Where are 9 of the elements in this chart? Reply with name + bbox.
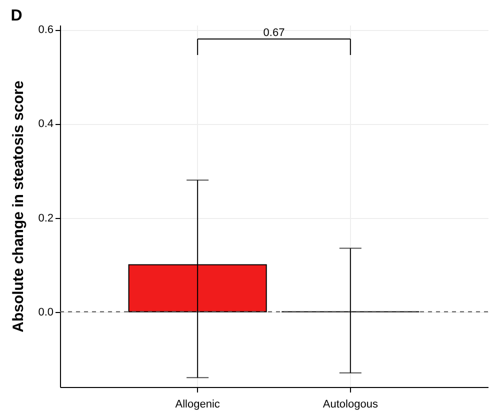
x-tick-label: Autologous xyxy=(322,398,378,410)
annotation: 0.67 xyxy=(263,27,285,39)
y-tick-label: 0.2 xyxy=(38,212,54,224)
y-tick-label: 0.0 xyxy=(38,306,54,318)
x-tick-label: Allogenic xyxy=(175,398,220,410)
chart-title: D xyxy=(10,8,22,25)
y-tick-label: 0.4 xyxy=(38,118,54,130)
y-axis-title: Absolute change in steatosis score xyxy=(10,80,28,332)
y-tick-label: 0.6 xyxy=(38,24,54,36)
